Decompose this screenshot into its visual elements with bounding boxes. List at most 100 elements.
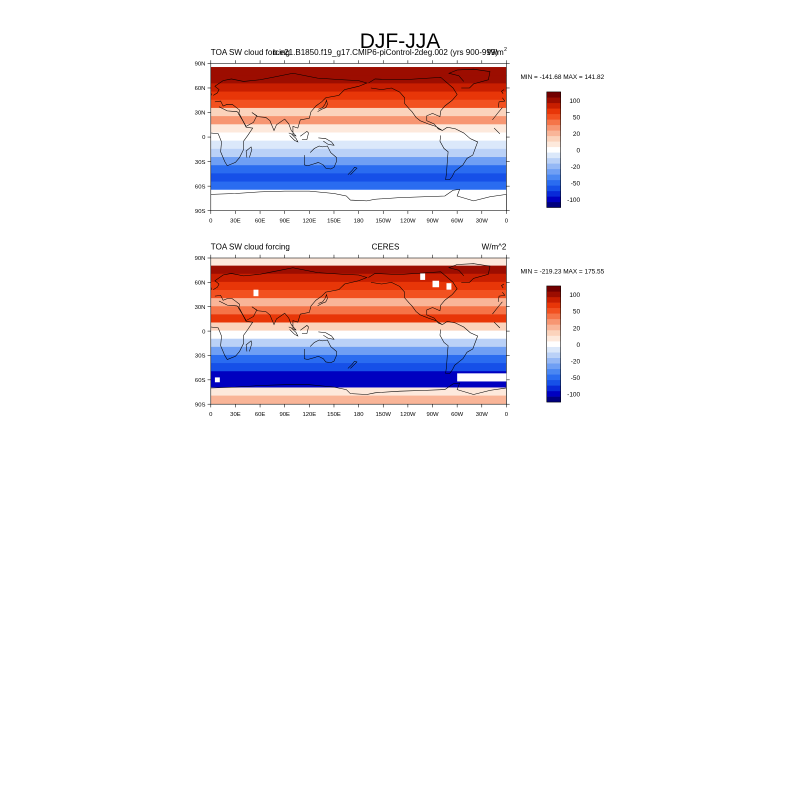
colorbar-label: -20 — [571, 164, 581, 171]
colorbar-label: -100 — [567, 392, 580, 399]
coastline-4 — [213, 72, 506, 137]
colorbar-box — [546, 357, 561, 364]
x-tick-label: 150W — [376, 219, 392, 225]
band-lat-40 — [210, 99, 507, 109]
band-lat--60 — [210, 181, 507, 191]
coastline-11 — [317, 99, 328, 112]
band-lat--75 — [210, 387, 507, 397]
colorbar-box — [546, 157, 561, 164]
missing-patch — [420, 273, 426, 280]
coastline-13 — [347, 360, 358, 369]
band-lat--20 — [210, 148, 507, 159]
coastline-11 — [317, 293, 328, 307]
panel-min-max: MIN = -141.68 MAX = 141.82 — [520, 74, 604, 81]
colorbar-box — [546, 385, 561, 392]
x-tick-label: 30E — [230, 219, 241, 225]
x-tick-label: 0 — [209, 219, 213, 225]
x-tick-label: 0 — [505, 412, 509, 418]
panel-left-title: TOA SW cloud forcing — [211, 242, 290, 251]
colorbar-box — [546, 291, 561, 298]
y-tick-label: 60N — [195, 281, 206, 287]
x-tick-label: 120W — [400, 219, 416, 225]
colorbar-label: -20 — [571, 359, 581, 366]
colorbar-box — [546, 91, 561, 98]
band-lat--25 — [210, 346, 507, 356]
colorbar-label: 0 — [576, 148, 580, 155]
map-panel-1: 0 30E 60E 90E 120E 150E 180 150W 120W 90W 60W 30W 09… — [195, 47, 605, 224]
x-tick-label: 150E — [327, 219, 341, 225]
y-tick-label: 90S — [195, 402, 206, 408]
colorbar-box — [546, 330, 561, 336]
y-tick-label: 90N — [195, 62, 206, 68]
band-lat-25 — [210, 306, 507, 316]
x-tick-label: 60E — [255, 219, 266, 225]
band-lat--5 — [210, 330, 507, 340]
x-tick-label: 60E — [255, 412, 266, 418]
colorbar-box — [546, 108, 561, 115]
band-lat-10 — [210, 124, 507, 134]
band-lat--10 — [210, 140, 507, 150]
colorbar-label: -50 — [571, 181, 581, 188]
coastline-4 — [213, 267, 506, 331]
coastlines — [210, 263, 507, 405]
band-lat-20 — [210, 116, 507, 126]
colorbar-box — [546, 196, 561, 203]
x-tick-label: 0 — [209, 412, 213, 418]
band-lat--45 — [210, 363, 507, 373]
colorbar-box — [546, 390, 561, 397]
colorbar-box — [546, 102, 561, 109]
colorbar-box — [546, 190, 561, 197]
y-tick-label: 90N — [195, 256, 206, 262]
colorbar-box — [546, 179, 561, 186]
missing-patch — [432, 280, 440, 288]
band-lat-5 — [210, 322, 507, 332]
band-lat-35 — [210, 298, 507, 308]
field-bands — [210, 258, 507, 405]
colorbar: 100 50 20 0 -20 -50 -100 — [546, 91, 581, 208]
panel-center-title: CERES — [372, 242, 400, 251]
y-tick-label: 30N — [195, 111, 206, 117]
band-lat-65 — [210, 273, 507, 283]
x-tick-label: 60W — [451, 219, 464, 225]
panel-units-superscript: 2 — [504, 47, 507, 53]
band-lat-55 — [210, 281, 507, 291]
y-tick-label: 60N — [195, 86, 206, 92]
x-tick-label: 120E — [302, 412, 316, 418]
map-panel-2: 0 30E 60E 90E 120E 150E 180 150W 120W 90W 60W 30W 09… — [195, 242, 605, 418]
band-lat-70 — [210, 75, 507, 85]
panel-center-title: b.e21.B1850.f19_g17.CMIP6-piControl-2deg… — [273, 48, 498, 57]
colorbar-label: 20 — [573, 325, 581, 332]
band-lat-45 — [210, 290, 507, 300]
colorbar-box — [546, 124, 561, 131]
band-lat-15 — [210, 314, 507, 324]
x-tick-label: 90E — [279, 412, 290, 418]
coastline-5 — [304, 145, 337, 170]
colorbar-box — [546, 363, 561, 370]
colorbar-box — [546, 163, 561, 170]
colorbar-box — [546, 302, 561, 309]
y-tick-label: 60S — [195, 184, 206, 190]
colorbar-box — [546, 368, 561, 375]
coastline-9 — [288, 326, 299, 337]
coastline-13 — [347, 167, 358, 175]
coastline-6 — [210, 382, 507, 405]
colorbar-box — [546, 168, 561, 175]
colorbar-label: 100 — [569, 292, 580, 299]
missing-patch — [253, 289, 259, 297]
band-lat-60 — [210, 83, 507, 93]
band-lat-75 — [210, 265, 507, 275]
band-lat-80 — [210, 67, 507, 77]
colorbar-box — [546, 297, 561, 303]
band-lat-0 — [210, 132, 507, 142]
band-lat-85 — [210, 258, 507, 267]
panel-left-title: TOA SW cloud forcing — [211, 48, 290, 57]
coastline-0 — [368, 271, 458, 325]
colorbar-box — [546, 185, 561, 192]
colorbar-label: 0 — [576, 342, 580, 349]
missing-data-areas — [214, 273, 507, 383]
coastline-8 — [300, 325, 309, 334]
x-tick-label: 150W — [376, 412, 392, 418]
coastline-8 — [300, 130, 309, 140]
field-bands — [210, 67, 507, 211]
colorbar-box — [546, 308, 561, 314]
